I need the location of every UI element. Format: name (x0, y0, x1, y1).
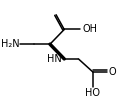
Text: O: O (109, 67, 117, 77)
Text: OH: OH (82, 24, 97, 34)
Text: HO: HO (85, 88, 100, 98)
Text: HN: HN (47, 54, 62, 64)
Text: H₂N: H₂N (1, 39, 20, 49)
